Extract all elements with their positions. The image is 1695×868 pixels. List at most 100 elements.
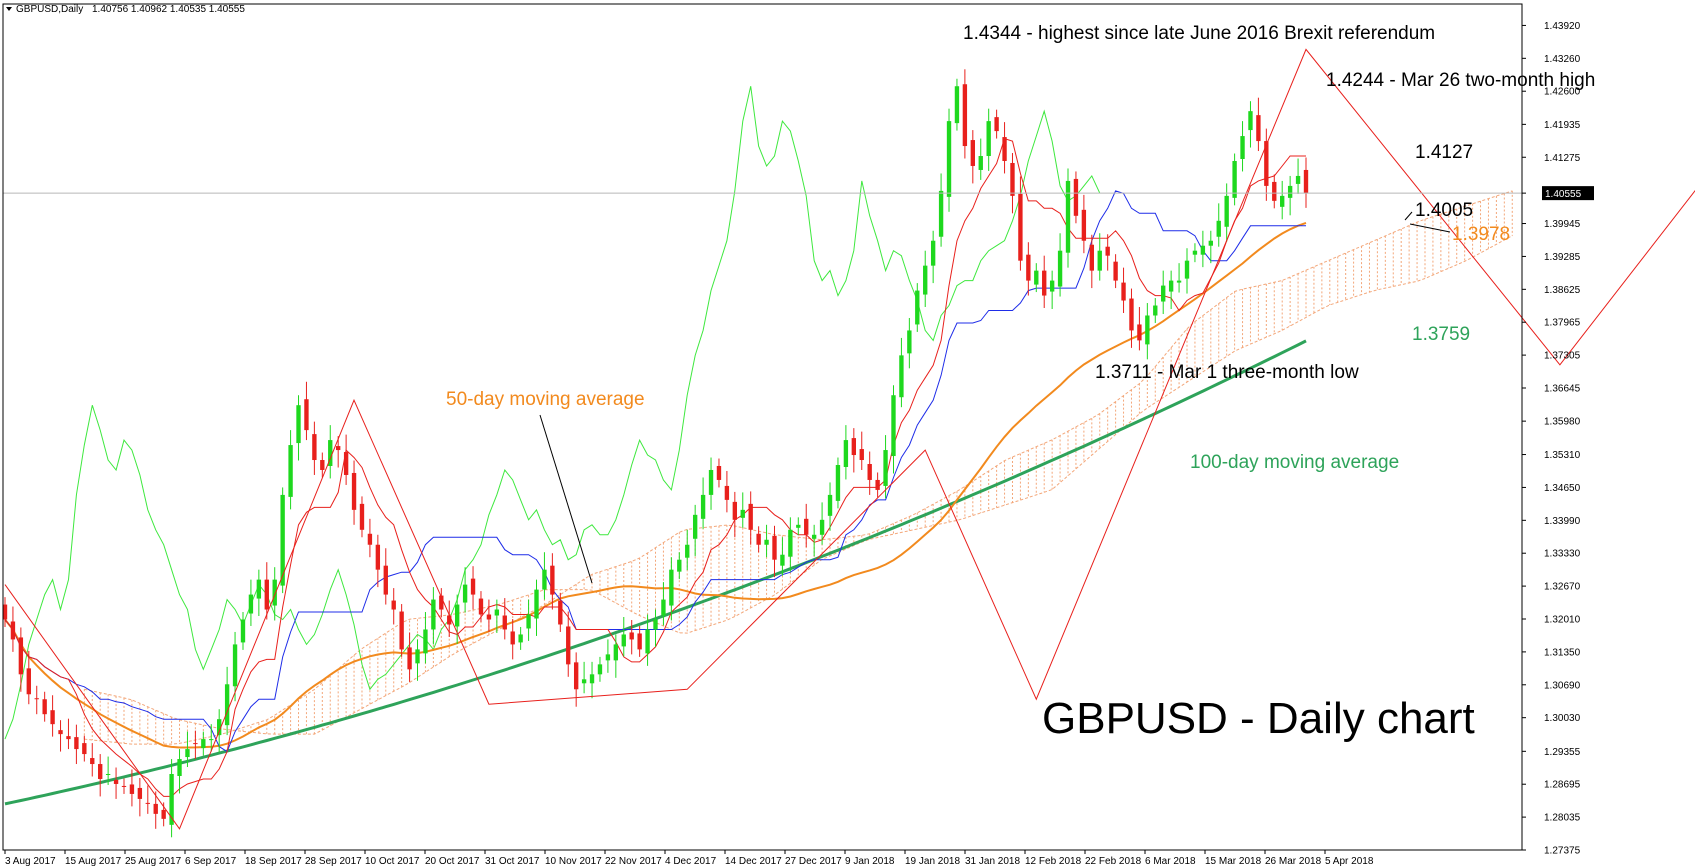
candle-body-bull bbox=[700, 494, 706, 519]
candle-body-bear bbox=[1264, 141, 1269, 186]
candle-body-bear bbox=[573, 662, 579, 690]
candle-body-bull bbox=[653, 619, 658, 630]
candle-body-bull bbox=[526, 614, 531, 629]
annotation-1-4344: 1.4344 - highest since late June 2016 Br… bbox=[963, 23, 1435, 44]
x-tick-label: 31 Jan 2018 bbox=[965, 856, 1020, 867]
candle-body-bear bbox=[970, 140, 975, 166]
candle-body-bear bbox=[486, 614, 492, 620]
candle-body-bear bbox=[2, 604, 8, 620]
candle-body-bull bbox=[280, 494, 285, 586]
candle-body-bull bbox=[256, 579, 262, 599]
chart-symbol: GBPUSD,Daily bbox=[16, 4, 83, 15]
x-tick-label: 25 Aug 2017 bbox=[125, 856, 182, 867]
candle-body-bull bbox=[224, 684, 230, 726]
candle-body-bull bbox=[708, 469, 714, 495]
candle-body-bear bbox=[82, 743, 87, 755]
y-tick-label: 1.43260 bbox=[1544, 54, 1581, 65]
candle-body-bear bbox=[502, 615, 507, 630]
candle-body-bear bbox=[716, 465, 722, 480]
candle-body-bull bbox=[1216, 220, 1221, 237]
candle-body-bull bbox=[1034, 270, 1039, 285]
candle-body-bear bbox=[558, 600, 563, 625]
candle-body-bear bbox=[336, 446, 341, 451]
candle-body-bear bbox=[1121, 282, 1126, 301]
candle-body-bear bbox=[98, 764, 103, 779]
candle-body-bear bbox=[1002, 137, 1007, 161]
candle-body-bear bbox=[756, 533, 761, 545]
y-tick-label: 1.39285 bbox=[1544, 252, 1581, 263]
candle-body-bull bbox=[1287, 185, 1293, 198]
pointer-1-4005 bbox=[1404, 211, 1413, 221]
candle-body-bull bbox=[415, 649, 420, 664]
candle-body-bull bbox=[930, 240, 936, 266]
candle-body-bear bbox=[447, 615, 452, 625]
candle-body-bull bbox=[589, 674, 595, 684]
candle-body-bull bbox=[811, 534, 817, 539]
x-tick-label: 12 Feb 2018 bbox=[1025, 856, 1082, 867]
candle-body-bull bbox=[764, 539, 769, 545]
x-tick-label: 6 Sep 2017 bbox=[185, 856, 237, 867]
candle-body-bull bbox=[954, 86, 960, 124]
y-tick-label: 1.29355 bbox=[1544, 747, 1581, 758]
candle-body-bear bbox=[772, 535, 777, 560]
x-tick-label: 19 Jan 2018 bbox=[905, 856, 960, 867]
x-tick-label: 26 Mar 2018 bbox=[1265, 856, 1322, 867]
zigzag-line bbox=[4, 48, 1695, 830]
candle-body-bull bbox=[1248, 111, 1253, 131]
candle-body-bull bbox=[462, 584, 468, 603]
candle-body-bear bbox=[343, 452, 349, 475]
x-tick-label: 4 Dec 2017 bbox=[665, 856, 717, 867]
candle-body-bear bbox=[391, 600, 396, 610]
candle-body-bear bbox=[304, 399, 309, 431]
candle-body-bull bbox=[986, 121, 991, 157]
indicator-lines bbox=[4, 86, 1307, 806]
candle-body-bull bbox=[1176, 280, 1182, 283]
candle-body-bear bbox=[129, 784, 135, 794]
candle-body-bear bbox=[566, 626, 571, 665]
candle-body-bear bbox=[383, 565, 388, 595]
candle-body-bull bbox=[605, 654, 611, 661]
y-tick-label: 1.41275 bbox=[1544, 153, 1581, 164]
candle-body-bull bbox=[328, 440, 333, 466]
cloud-span-b bbox=[84, 235, 1513, 745]
candle-body-bear bbox=[137, 787, 143, 799]
candle-body-bull bbox=[661, 599, 666, 616]
candle-body-bear bbox=[34, 698, 39, 700]
candle-body-bear bbox=[1073, 178, 1079, 216]
candle-body-bear bbox=[1272, 181, 1277, 201]
kijun-sen-line bbox=[4, 190, 1306, 753]
candle-body-bear bbox=[113, 779, 119, 784]
candle-body-bear bbox=[1026, 254, 1031, 281]
annotation-1-3759: 1.3759 bbox=[1412, 324, 1470, 345]
candle-body-bear bbox=[439, 595, 444, 610]
candle-body-bear bbox=[1129, 298, 1134, 331]
candle-body-bear bbox=[732, 501, 738, 520]
candle-body-bull bbox=[923, 265, 928, 295]
ma-50-line bbox=[4, 221, 1307, 749]
chikou-span-line bbox=[4, 86, 1101, 740]
candle-body-bull bbox=[201, 739, 206, 749]
candle-body-bull bbox=[288, 445, 293, 497]
candle-body-bull bbox=[248, 594, 254, 614]
candle-body-bull bbox=[1224, 195, 1229, 227]
candle-body-bull bbox=[105, 773, 111, 775]
x-tick-label: 27 Dec 2017 bbox=[785, 856, 842, 867]
y-tick-label: 1.35310 bbox=[1544, 450, 1581, 461]
candle-body-bull bbox=[938, 190, 944, 237]
candle-body-bear bbox=[875, 479, 880, 490]
x-tick-label: 31 Oct 2017 bbox=[485, 856, 540, 867]
candle-body-bull bbox=[597, 664, 603, 675]
x-tick-label: 10 Nov 2017 bbox=[545, 856, 602, 867]
candle-body-bull bbox=[677, 559, 682, 572]
candle-body-bull bbox=[1200, 245, 1206, 255]
annotation-1-3711: 1.3711 - Mar 1 three-month low bbox=[1095, 362, 1359, 383]
candle-body-bear bbox=[264, 579, 269, 610]
y-tick-label: 1.35980 bbox=[1544, 417, 1581, 428]
candle-body-bull bbox=[177, 759, 182, 776]
x-tick-label: 20 Oct 2017 bbox=[425, 856, 480, 867]
cloud-span-a bbox=[84, 190, 1513, 735]
candle-body-bear bbox=[629, 632, 634, 640]
candle-body-bear bbox=[121, 785, 127, 787]
candle-body-bull bbox=[1208, 240, 1213, 246]
candle-body-bull bbox=[1295, 175, 1301, 184]
